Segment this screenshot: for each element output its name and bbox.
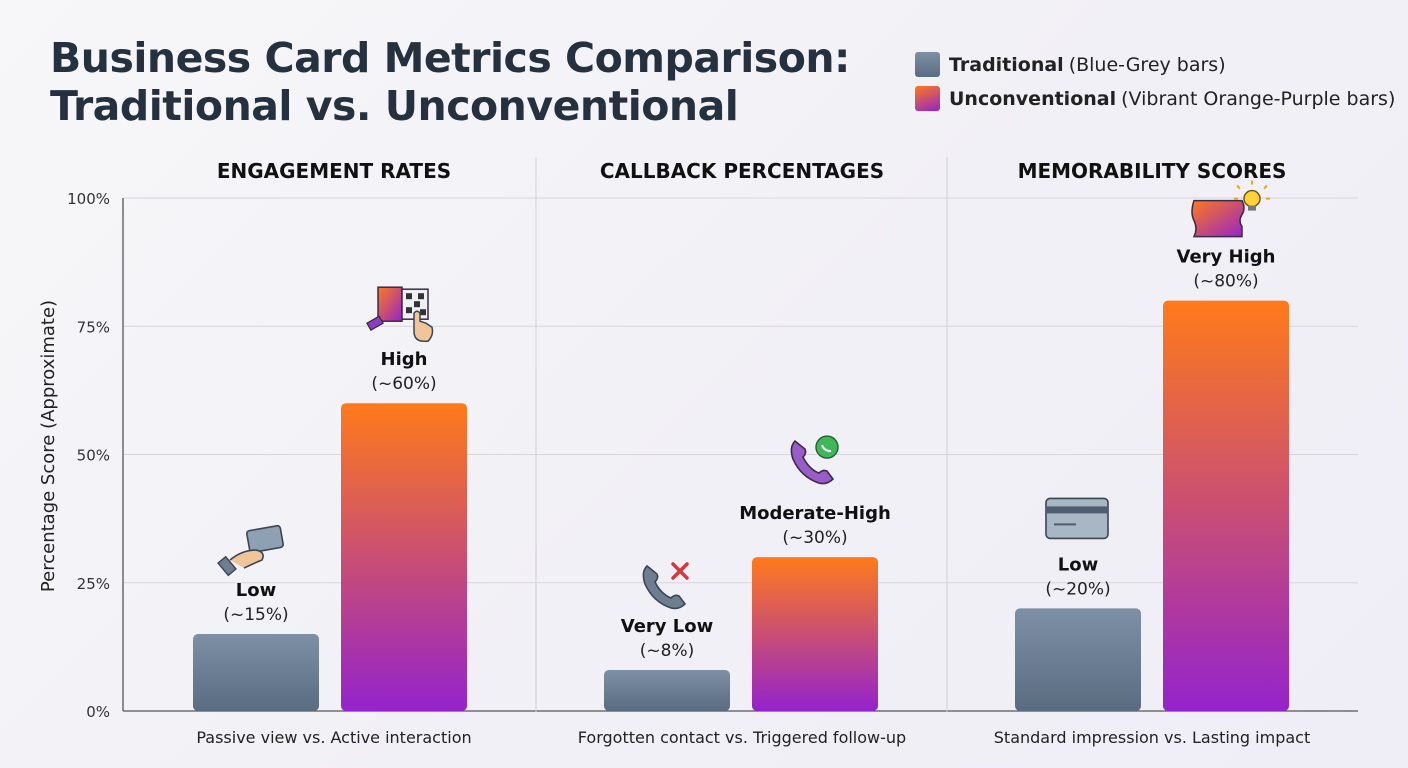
y-tick-label: 100% (67, 190, 110, 208)
card-shape (377, 286, 403, 322)
y-tick-label: 0% (86, 703, 110, 721)
bar-traditional (193, 634, 319, 711)
bar-traditional (1015, 608, 1141, 711)
bar-label: Moderate-High (739, 503, 891, 524)
bar-label: Very High (1177, 247, 1276, 268)
phone-chat-icon (790, 435, 839, 485)
chart-title-line-2: Traditional vs. Unconventional (50, 82, 739, 130)
y-tick-label: 50% (77, 447, 110, 465)
bar-unconventional (341, 403, 467, 711)
legend-desc-unconventional: (Vibrant Orange-Purple bars) (1121, 87, 1396, 110)
finger-shape (413, 310, 434, 342)
bar-label: Low (236, 580, 276, 601)
qr-card-tap-icon (366, 286, 434, 342)
card-stripe (1046, 506, 1108, 514)
chart-title-line-1: Business Card Metrics Comparison: (50, 34, 850, 82)
card-shape (1191, 199, 1245, 238)
bar-unconventional (1163, 300, 1289, 711)
bar-value-label: (~60%) (371, 374, 436, 394)
hand-card-icon (217, 524, 284, 577)
phone-shape (790, 440, 835, 485)
bar-value-label: (~80%) (1193, 272, 1258, 292)
panel-caption: Forgotten contact vs. Triggered follow-u… (578, 728, 906, 747)
card-shape (246, 524, 284, 554)
chat-bubble (815, 435, 839, 459)
qr-block (420, 309, 426, 316)
card-shape (1045, 497, 1109, 540)
bar-value-label: (~20%) (1045, 579, 1110, 599)
legend-swatch-traditional (915, 52, 940, 77)
y-axis-label: Percentage Score (Approximate) (38, 300, 59, 592)
qr-block (406, 307, 412, 314)
y-tick-label: 25% (77, 575, 110, 593)
bar-value-label: (~15%) (223, 605, 288, 625)
bulb-ray (1263, 184, 1268, 190)
phone-shape (642, 564, 687, 610)
bar-traditional (604, 669, 730, 711)
bulb-ray (1236, 184, 1241, 190)
plain-card-icon (1045, 497, 1109, 540)
panel-title: ENGAGEMENT RATES (217, 159, 451, 183)
legend-swatch-unconventional (915, 86, 940, 111)
panel-caption: Standard impression vs. Lasting impact (994, 728, 1310, 747)
legend-label-unconventional: Unconventional (949, 87, 1117, 110)
y-tick-label: 75% (77, 318, 110, 336)
chat-glyph (821, 444, 832, 453)
idea-card-icon (1191, 180, 1270, 238)
bulb-shape (1243, 189, 1261, 208)
phone-missed-icon (642, 562, 689, 610)
bar-label: Very Low (621, 616, 714, 637)
bar-label: Low (1058, 554, 1098, 575)
sleeve-shape (217, 555, 237, 577)
bar-value-label: (~30%) (782, 528, 847, 548)
hand-shape (366, 315, 384, 332)
qr-block (414, 301, 420, 308)
legend-label-traditional: Traditional (949, 53, 1064, 76)
bar-unconventional (752, 557, 878, 711)
bulb-base (1248, 205, 1256, 211)
legend-item-traditional: Traditional (Blue-Grey bars) (915, 52, 1226, 77)
hand-shape (229, 549, 264, 569)
qr-block (418, 293, 424, 300)
legend-desc-traditional: (Blue-Grey bars) (1068, 53, 1226, 76)
panel-caption: Passive view vs. Active interaction (196, 728, 471, 747)
panel-title: CALLBACK PERCENTAGES (600, 159, 884, 183)
panel-title: MEMORABILITY SCORES (1018, 159, 1287, 183)
x-mark (671, 562, 689, 580)
bar-value-label: (~8%) (640, 641, 694, 661)
bar-label: High (381, 349, 428, 370)
qr-block (406, 293, 412, 300)
legend-item-unconventional: Unconventional (Vibrant Orange-Purple ba… (915, 86, 1395, 111)
